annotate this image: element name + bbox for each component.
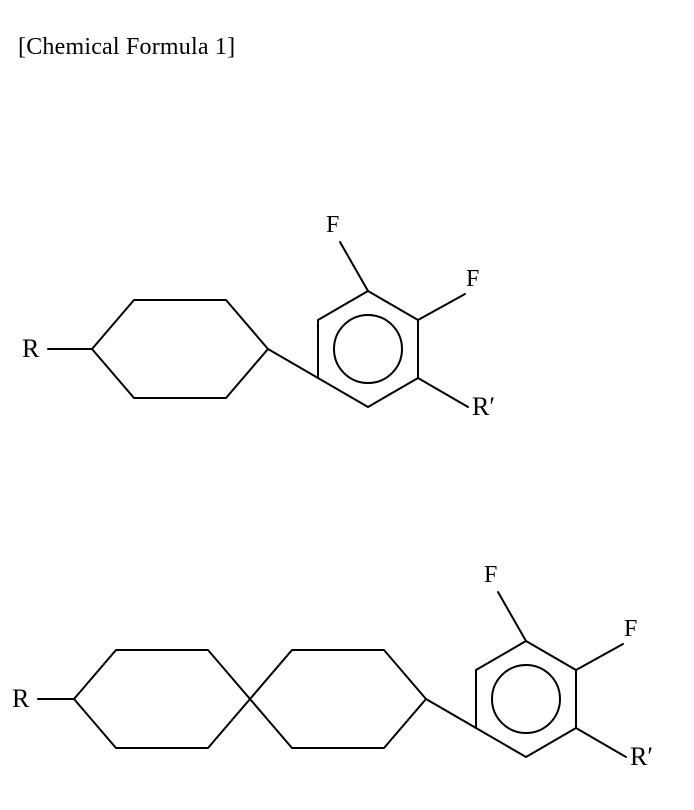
structure-2 bbox=[0, 0, 694, 810]
figure-container: [Chemical Formula 1] R F F R′ bbox=[0, 0, 694, 810]
fluorine-label: F bbox=[484, 562, 497, 589]
r-label: R bbox=[12, 684, 29, 714]
r-prime-label: R′ bbox=[630, 742, 653, 772]
fluorine-label: F bbox=[624, 616, 637, 643]
